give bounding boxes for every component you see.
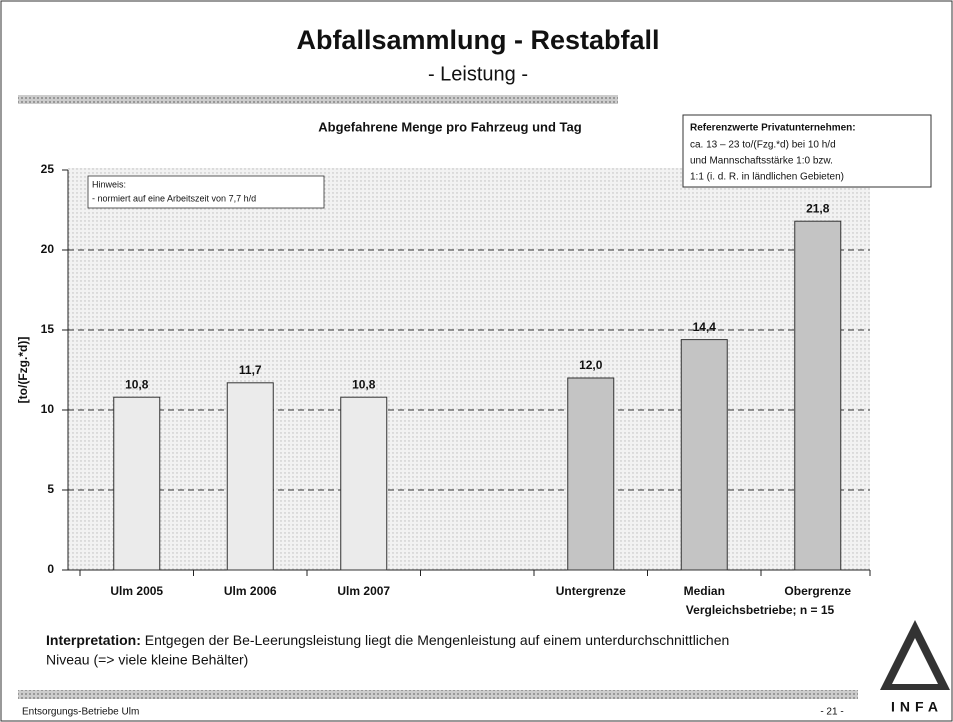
header-stripe — [18, 95, 618, 104]
reference-text: ca. 13 – 23 to/(Fzg.*d) bei 10 h/d — [690, 140, 836, 151]
y-tick-label: 10 — [41, 402, 55, 416]
page-number: - 21 - — [820, 707, 843, 718]
note-text: - normiert auf eine Arbeitszeit von 7,7 … — [92, 193, 256, 203]
interpretation-label: Interpretation: — [46, 632, 141, 648]
x-tick-label: Ulm 2006 — [224, 584, 277, 598]
bar — [113, 396, 161, 571]
slide-subtitle: - Leistung - — [428, 63, 528, 85]
footer: Entsorgungs-Betriebe Ulm — [22, 707, 139, 718]
y-tick-label: 0 — [47, 562, 54, 576]
interpretation: Interpretation: Entgegen der Be-Leerungs… — [46, 632, 729, 648]
value-label: 11,7 — [239, 363, 262, 377]
chart-title: Abgefahrene Menge pro Fahrzeug und Tag — [318, 119, 581, 134]
x-axis-label: Vergleichsbetriebe; n = 15 — [686, 603, 835, 617]
logo-text: INFA — [891, 699, 943, 715]
y-axis-label: [to/(Fzg.*d)] — [16, 337, 30, 404]
y-tick-label: 20 — [41, 242, 55, 256]
value-label: 10,8 — [125, 377, 149, 391]
value-label: 14,4 — [693, 320, 717, 334]
interpretation-text: Niveau (=> viele kleine Behälter) — [46, 652, 248, 668]
y-tick-label: 15 — [41, 322, 55, 336]
value-label: 12,0 — [579, 358, 603, 372]
value-label: 10,8 — [352, 377, 376, 391]
x-tick-label: Ulm 2007 — [337, 584, 390, 598]
value-label: 21,8 — [806, 201, 830, 215]
x-tick-label: Median — [684, 584, 725, 598]
logo-shape — [880, 620, 950, 690]
x-tick-label: Untergrenze — [556, 584, 626, 598]
bar — [567, 377, 615, 571]
slide-title: Abfallsammlung - Restabfall — [296, 25, 659, 55]
reference-text: Referenzwerte Privatunternehmen: — [690, 123, 856, 134]
plot-area — [68, 168, 870, 570]
y-tick-label: 5 — [47, 482, 54, 496]
bar — [680, 339, 728, 571]
bar — [794, 220, 842, 571]
reference-text: und Mannschaftsstärke 1:0 bzw. — [690, 156, 833, 167]
y-tick-label: 25 — [41, 162, 55, 176]
interpretation-text: Entgegen der Be-Leerungsleistung liegt d… — [145, 632, 730, 648]
reference-text: 1:1 (i. d. R. in ländlichen Gebieten) — [690, 172, 844, 183]
x-tick-label: Ulm 2005 — [110, 584, 163, 598]
reference-box — [682, 114, 932, 188]
note-text: Hinweis: — [92, 179, 126, 189]
bar — [340, 396, 388, 571]
bar — [226, 382, 274, 571]
footer-stripe — [18, 690, 858, 699]
note-box — [87, 175, 325, 209]
x-tick-label: Obergrenze — [784, 584, 851, 598]
